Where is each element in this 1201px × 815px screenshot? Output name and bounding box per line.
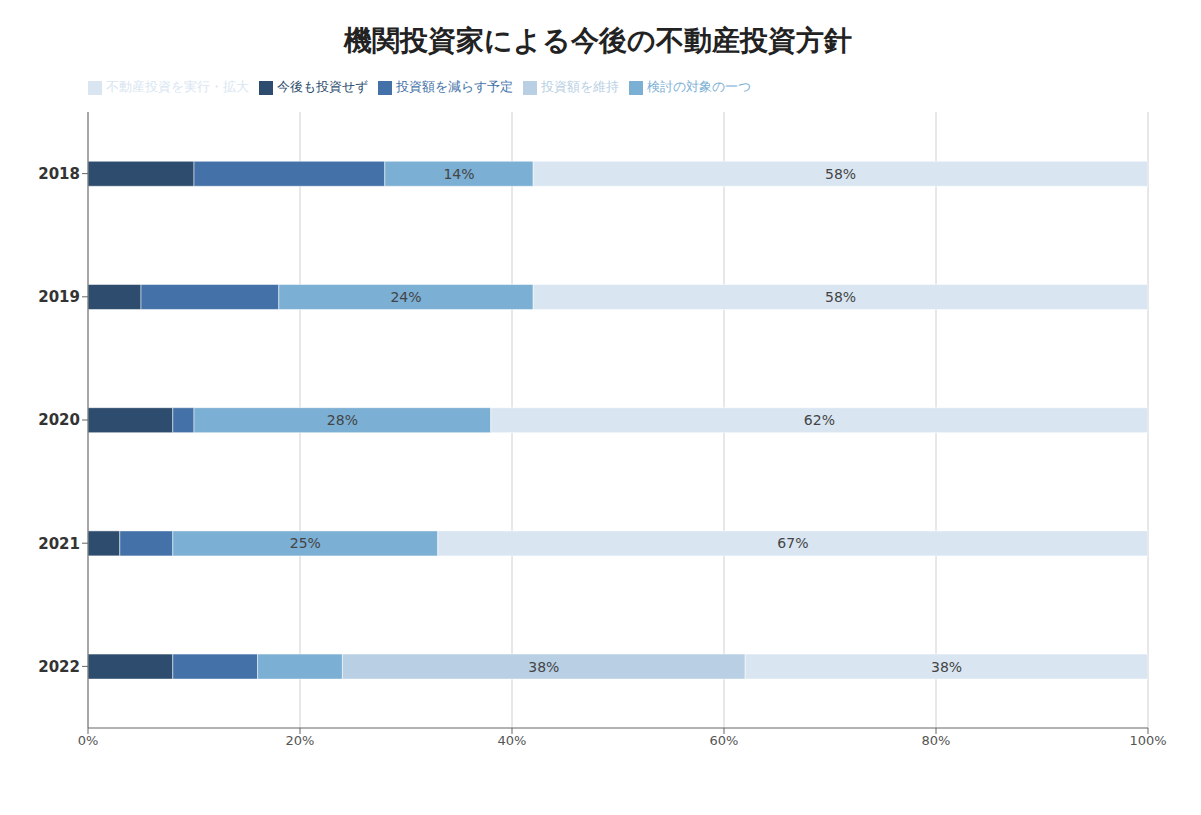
svg-text:2020: 2020 — [38, 411, 80, 429]
svg-text:2021: 2021 — [38, 535, 80, 553]
svg-text:24%: 24% — [390, 289, 421, 305]
html-text:不動産投資を実行・拡大: 不動産投資を実行・拡大 — [106, 79, 249, 94]
html-text:検討の対象の一つ: 検討の対象の一つ — [647, 79, 751, 94]
svg-text:67%: 67% — [777, 535, 808, 551]
html-text:今後も投資せず: 今後も投資せず — [277, 79, 368, 94]
svg-text:2018: 2018 — [38, 165, 80, 183]
svg-text:38%: 38% — [528, 659, 559, 675]
svg-text:28%: 28% — [327, 412, 358, 428]
svg-text:62%: 62% — [804, 412, 835, 428]
svg-text:2019: 2019 — [38, 288, 80, 306]
svg-text:0%: 0% — [78, 733, 99, 748]
svg-text:14%: 14% — [443, 166, 474, 182]
svg-text:100%: 100% — [1129, 733, 1166, 748]
svg-text:80%: 80% — [922, 733, 951, 748]
svg-text:58%: 58% — [825, 289, 856, 305]
svg-text:40%: 40% — [498, 733, 527, 748]
html-text:投資額を減らす予定: 投資額を減らす予定 — [396, 79, 513, 94]
html-text:投資額を維持: 投資額を維持 — [541, 79, 619, 94]
html-text:機関投資家による今後の不動産投資方針: 機関投資家による今後の不動産投資方針 — [344, 24, 852, 57]
svg-text:2022: 2022 — [38, 658, 80, 676]
svg-text:20%: 20% — [286, 733, 315, 748]
svg-text:38%: 38% — [931, 659, 962, 675]
svg-text:25%: 25% — [290, 535, 321, 551]
svg-text:60%: 60% — [710, 733, 739, 748]
svg-text:58%: 58% — [825, 166, 856, 182]
